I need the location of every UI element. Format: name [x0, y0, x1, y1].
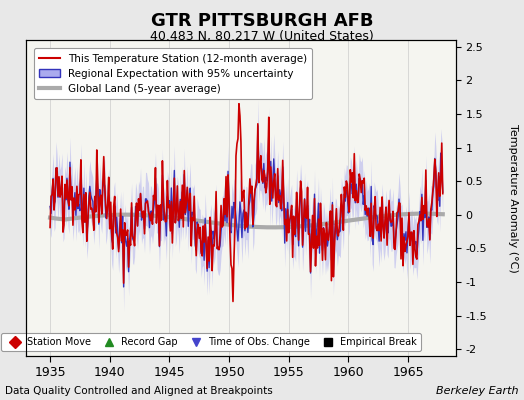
Text: GTR PITTSBURGH AFB: GTR PITTSBURGH AFB — [151, 12, 373, 30]
Text: Berkeley Earth: Berkeley Earth — [436, 386, 519, 396]
Legend: Station Move, Record Gap, Time of Obs. Change, Empirical Break: Station Move, Record Gap, Time of Obs. C… — [1, 333, 421, 351]
Text: 40.483 N, 80.217 W (United States): 40.483 N, 80.217 W (United States) — [150, 30, 374, 43]
Text: Data Quality Controlled and Aligned at Breakpoints: Data Quality Controlled and Aligned at B… — [5, 386, 273, 396]
Y-axis label: Temperature Anomaly (°C): Temperature Anomaly (°C) — [508, 124, 518, 272]
